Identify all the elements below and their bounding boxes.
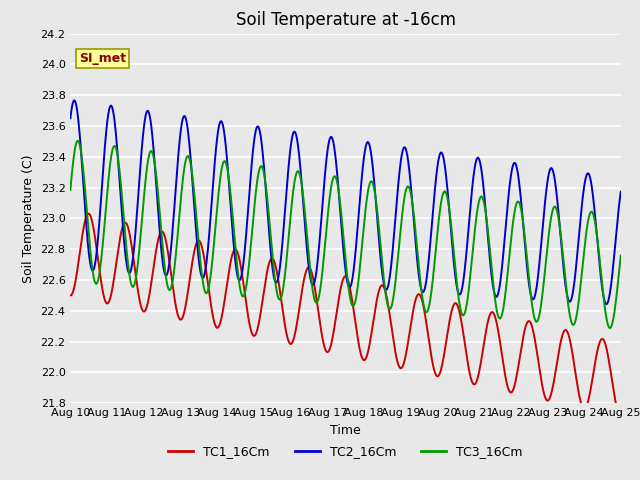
Text: SI_met: SI_met (79, 52, 126, 65)
Legend: TC1_16Cm, TC2_16Cm, TC3_16Cm: TC1_16Cm, TC2_16Cm, TC3_16Cm (163, 441, 528, 464)
Y-axis label: Soil Temperature (C): Soil Temperature (C) (22, 154, 35, 283)
X-axis label: Time: Time (330, 424, 361, 437)
Title: Soil Temperature at -16cm: Soil Temperature at -16cm (236, 11, 456, 29)
